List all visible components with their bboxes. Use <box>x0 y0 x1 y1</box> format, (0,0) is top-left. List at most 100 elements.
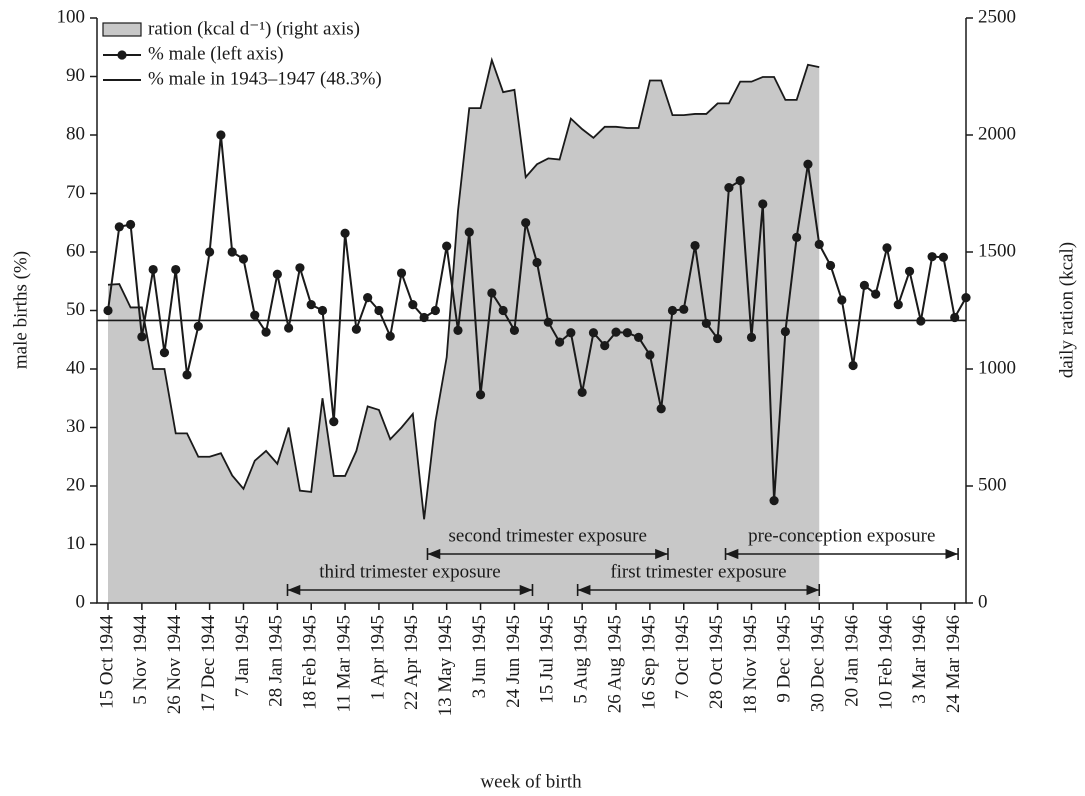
marker <box>577 387 587 397</box>
marker <box>554 337 565 347</box>
y-tick-label: 20 <box>66 474 85 495</box>
marker <box>148 264 158 275</box>
marker <box>385 331 395 341</box>
marker <box>679 304 689 314</box>
marker <box>611 327 621 337</box>
marker <box>182 370 192 380</box>
x-tick-label: 13 May 1945 <box>435 615 456 716</box>
marker <box>238 254 249 264</box>
x-tick-label: 20 Jan 1946 <box>841 615 862 707</box>
marker <box>803 159 813 169</box>
y2-tick-label: 2000 <box>978 123 1016 144</box>
marker <box>588 328 599 338</box>
marker <box>622 328 632 338</box>
marker <box>950 312 960 323</box>
marker <box>600 341 610 351</box>
area <box>108 60 820 604</box>
marker <box>904 266 915 276</box>
marker <box>859 280 869 290</box>
marker <box>396 268 407 278</box>
legend-label: % male in 1943–1947 (48.3%) <box>148 68 382 89</box>
marker <box>848 360 858 371</box>
x-tick-label: 30 Dec 1945 <box>808 615 829 712</box>
y2-tick-label: 500 <box>978 474 1007 495</box>
x-tick-label: 7 Oct 1945 <box>672 615 693 699</box>
marker <box>284 323 294 333</box>
y-tick-label: 0 <box>76 591 86 612</box>
marker <box>295 263 305 273</box>
y-tick-label: 60 <box>66 240 85 261</box>
marker <box>825 260 836 271</box>
y2-tick-label: 1500 <box>978 240 1016 261</box>
marker <box>261 327 271 337</box>
marker <box>543 317 553 327</box>
marker <box>509 325 520 335</box>
marker <box>340 228 350 238</box>
x-tick-label: 10 Feb 1946 <box>875 615 896 710</box>
marker <box>317 305 328 316</box>
marker <box>871 289 881 299</box>
y-axis-title: male births (%) <box>10 251 31 369</box>
y-tick-label: 10 <box>66 533 85 554</box>
marker <box>487 288 497 298</box>
marker <box>329 417 339 427</box>
marker <box>193 321 203 331</box>
annotation: third trimester exposure <box>319 561 501 582</box>
x-tick-label: 24 Jun 1945 <box>503 615 524 708</box>
y-tick-label: 40 <box>66 357 85 378</box>
marker <box>216 130 226 140</box>
marker <box>498 305 508 316</box>
marker <box>205 247 215 257</box>
x-tick-label: 16 Sep 1945 <box>638 615 659 710</box>
marker <box>453 325 463 335</box>
marker <box>419 312 429 323</box>
marker <box>792 232 802 242</box>
x-tick-label: 26 Nov 1944 <box>164 615 185 715</box>
y-tick-label: 100 <box>57 6 86 27</box>
marker <box>442 241 452 251</box>
y2-tick-label: 1000 <box>978 357 1016 378</box>
legend-label: ration (kcal d⁻¹) (right axis) <box>148 18 360 39</box>
marker <box>667 305 678 316</box>
marker <box>701 318 711 328</box>
x-tick-label: 15 Oct 1944 <box>96 615 117 709</box>
marker <box>171 264 181 275</box>
x-tick-label: 28 Oct 1945 <box>706 615 727 709</box>
marker <box>882 243 892 253</box>
marker <box>227 247 237 257</box>
marker <box>758 199 768 209</box>
marker <box>769 496 779 506</box>
marker <box>159 348 170 358</box>
marker <box>250 310 260 320</box>
y2-tick-label: 0 <box>978 591 988 612</box>
marker <box>735 176 745 186</box>
marker <box>137 332 147 342</box>
x-tick-label: 22 Apr 1945 <box>401 615 422 710</box>
y-tick-label: 50 <box>66 299 85 320</box>
legend-label: % male (left axis) <box>148 43 284 64</box>
x-tick-label: 11 Mar 1945 <box>333 615 354 712</box>
x-tick-label: 24 Mar 1946 <box>943 615 964 713</box>
marker <box>566 328 576 338</box>
y-tick-label: 90 <box>66 65 85 86</box>
marker <box>272 269 282 279</box>
annotation: first trimester exposure <box>610 561 786 582</box>
x-tick-label: 26 Aug 1945 <box>604 615 625 713</box>
area-edge <box>107 56 820 520</box>
marker <box>521 218 531 228</box>
marker <box>690 240 700 251</box>
marker <box>645 350 655 360</box>
marker <box>464 227 474 237</box>
x-tick-label: 3 Mar 1946 <box>909 615 930 704</box>
marker <box>475 390 486 400</box>
x-tick-label: 17 Dec 1944 <box>198 615 219 713</box>
x-tick-label: 9 Dec 1945 <box>774 615 795 703</box>
x-tick-label: 18 Nov 1945 <box>740 615 761 714</box>
x-tick-label: 5 Aug 1945 <box>571 615 592 704</box>
annotation: second trimester exposure <box>449 525 647 546</box>
marker <box>656 404 666 414</box>
x-tick-label: 18 Feb 1945 <box>300 615 321 710</box>
marker <box>532 257 542 268</box>
